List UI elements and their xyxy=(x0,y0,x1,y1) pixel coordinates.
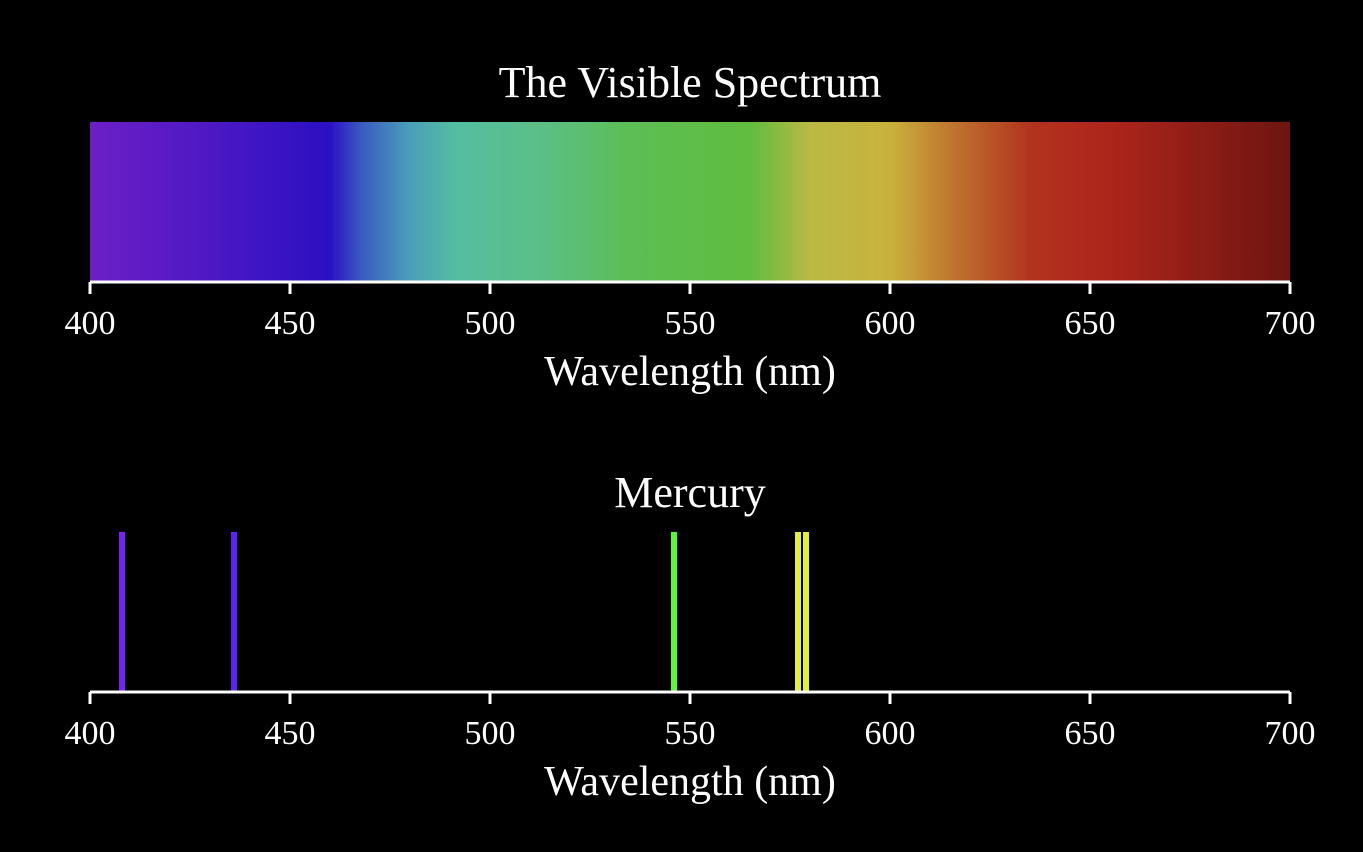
mercury-emission-lines xyxy=(119,532,809,692)
mercury-tick-label: 700 xyxy=(1265,715,1316,752)
mercury-tick-label: 400 xyxy=(65,715,116,752)
mercury-emission-line xyxy=(671,532,677,692)
mercury-chart: Mercury 400 450 500 550 600 650 700 Wavelength… xyxy=(65,468,1316,805)
mercury-tick-label: 550 xyxy=(665,715,716,752)
mercury-emission-line xyxy=(231,532,237,692)
mercury-tick-label: 650 xyxy=(1065,715,1116,752)
mercury-emission-line xyxy=(803,532,809,692)
spectrum-x-axis-ticks: 400 450 500 550 600 650 700 xyxy=(65,282,1316,342)
spectrum-tick-label: 700 xyxy=(1265,305,1316,342)
spectrum-tick-label: 650 xyxy=(1065,305,1116,342)
spectrum-x-axis-label: Wavelength (nm) xyxy=(544,349,836,395)
mercury-title: Mercury xyxy=(614,468,766,517)
spectrum-tick-label: 550 xyxy=(665,305,716,342)
visible-spectrum-chart: The Visible Spectrum 400 450 500 550 600 650 7… xyxy=(65,58,1316,395)
mercury-tick-label: 500 xyxy=(465,715,516,752)
spectrum-color-band xyxy=(90,122,1290,282)
spectrum-tick-label: 450 xyxy=(265,305,316,342)
mercury-emission-line xyxy=(795,532,801,692)
mercury-x-axis-ticks: 400 450 500 550 600 650 700 xyxy=(65,692,1316,752)
spectrum-tick-label: 600 xyxy=(865,305,916,342)
mercury-emission-line xyxy=(119,532,125,692)
visible-spectrum-title: The Visible Spectrum xyxy=(499,58,882,107)
mercury-x-axis-label: Wavelength (nm) xyxy=(544,759,836,805)
mercury-tick-label: 450 xyxy=(265,715,316,752)
mercury-tick-label: 600 xyxy=(865,715,916,752)
spectrum-tick-label: 400 xyxy=(65,305,116,342)
spectrum-tick-label: 500 xyxy=(465,305,516,342)
